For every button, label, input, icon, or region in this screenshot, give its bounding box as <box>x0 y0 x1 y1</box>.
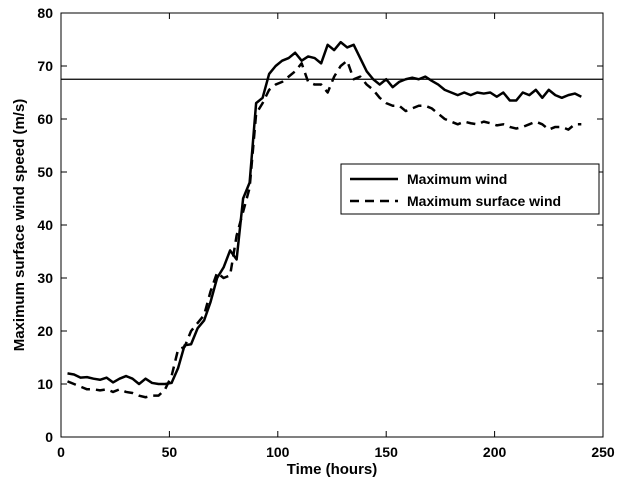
legend: Maximum wind Maximum surface wind <box>340 163 600 215</box>
y-tick-label: 20 <box>37 323 53 339</box>
y-tick-label: 40 <box>37 217 53 233</box>
x-tick-label: 150 <box>375 444 399 460</box>
series-layer <box>67 40 582 399</box>
series-line-maximum-surface-wind <box>67 59 582 399</box>
y-tick-label: 0 <box>45 429 53 445</box>
y-tick-label: 10 <box>37 376 53 392</box>
y-tick-label: 50 <box>37 164 53 180</box>
legend-label-maximum-wind: Maximum wind <box>407 171 507 187</box>
y-tick-label: 60 <box>37 111 53 127</box>
y-axis-label: Maximum surface wind speed (m/s) <box>11 99 28 352</box>
x-tick-label: 50 <box>162 444 178 460</box>
legend-label-maximum-surface-wind: Maximum surface wind <box>407 193 561 209</box>
plot-area-frame <box>60 12 604 438</box>
legend-box <box>340 163 600 215</box>
y-tick-label: 80 <box>37 5 53 21</box>
x-axis-label: Time (hours) <box>287 461 378 478</box>
x-tick-label: 250 <box>591 444 615 460</box>
y-tick-label: 70 <box>37 58 53 74</box>
x-tick-label: 200 <box>483 444 507 460</box>
x-tick-label: 0 <box>57 444 65 460</box>
y-tick-label: 30 <box>37 270 53 286</box>
series-line-maximum-wind <box>67 40 582 386</box>
axis-ticks: 0 50 100 150 200 250 0 10 20 30 40 50 60 70 80 <box>37 5 614 460</box>
x-tick-label: 100 <box>266 444 290 460</box>
